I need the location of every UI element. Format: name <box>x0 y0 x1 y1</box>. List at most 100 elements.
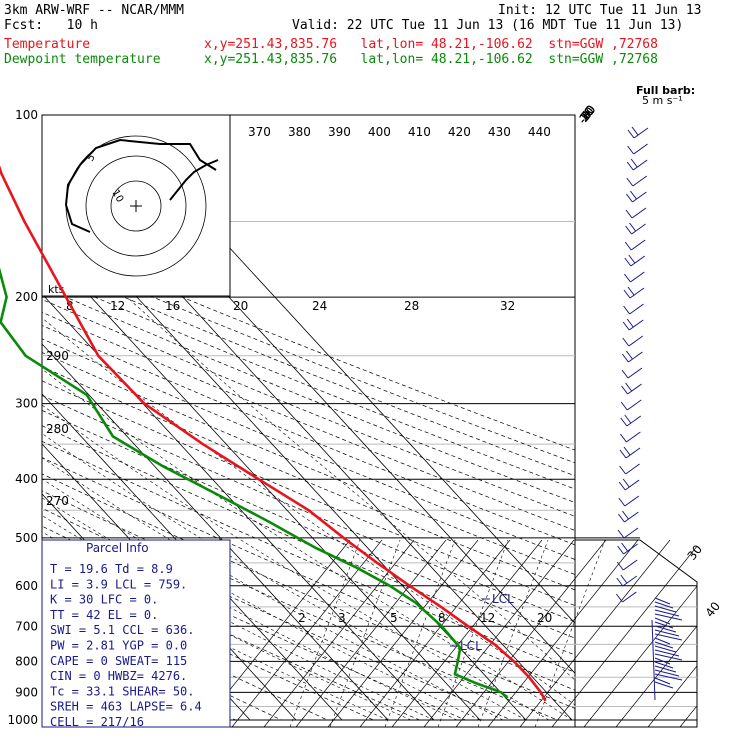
hodograph-speed-label: 32 <box>500 299 515 313</box>
wind-barb-flag <box>616 593 623 603</box>
wind-barb <box>624 479 640 491</box>
wind-barb <box>624 511 639 523</box>
wind-barb-flag <box>627 129 635 139</box>
temperature-legend: Temperature <box>4 37 91 52</box>
wind-barb <box>628 319 644 331</box>
wind-barb-flag <box>617 545 624 555</box>
wind-barb-flag <box>622 321 630 331</box>
mixing-ratio-line <box>477 540 549 727</box>
wind-barb-flag <box>622 353 629 363</box>
theta-label: 390 <box>328 125 351 139</box>
dry-adiabat <box>42 490 558 721</box>
parcel-row: K = 30 LFC = 0. <box>50 593 158 607</box>
barb-legend-units: 5 m s⁻¹ <box>642 94 683 107</box>
lcl-label: LCL <box>492 592 514 606</box>
wind-barb-flag <box>630 190 637 200</box>
lower-grid-line <box>359 540 511 727</box>
wind-barb <box>654 657 671 665</box>
mixing-ratio-label: 8 <box>438 611 446 625</box>
parcel-title: Parcel Info <box>86 541 149 555</box>
lower-grid-line <box>391 540 543 727</box>
isotherm-label: 30 <box>685 542 705 563</box>
parcel-row: T = 19.6 Td = 8.9 <box>50 562 173 576</box>
wind-barb-flag <box>622 478 630 488</box>
pressure-label: 900 <box>15 685 38 699</box>
moist-adiabat <box>42 433 527 721</box>
wind-barb-flag <box>622 337 630 347</box>
wind-barb <box>631 207 647 219</box>
wind-barb <box>628 335 644 347</box>
isotherm-line <box>42 243 481 721</box>
parcel-row: CAPE = 0 SWEAT= 115 <box>50 654 187 668</box>
mixing-ratio-label: 12 <box>480 611 495 625</box>
wind-barb-flag <box>616 561 624 571</box>
wind-barb <box>622 591 637 603</box>
wind-barb-flag <box>626 318 634 328</box>
wind-barb-flag <box>619 465 626 475</box>
parcel-rows: T = 19.6 Td = 8.9LI = 3.9 LCL = 759. K = … <box>50 562 202 729</box>
wind-barbs: Full barb:5 m s⁻¹ <box>616 84 695 701</box>
pressure-label: 600 <box>15 579 38 593</box>
dry-adiabat <box>42 352 575 575</box>
wind-barb-flag <box>618 497 626 507</box>
wind-barb <box>654 673 683 681</box>
wind-barb <box>627 367 643 379</box>
wind-barb-flag <box>616 577 624 587</box>
wind-barb-flag <box>628 254 636 264</box>
wind-barb <box>633 143 648 155</box>
wind-barb <box>623 543 638 555</box>
theta-label: 420 <box>448 125 471 139</box>
lower-grid-line <box>455 540 607 727</box>
dry-adiabat <box>42 457 575 691</box>
hodograph-ring-label: 5 <box>85 152 98 163</box>
mixing-ratio-label: 5 <box>390 611 398 625</box>
wind-barb <box>631 223 646 235</box>
wind-barb-flag <box>629 222 636 232</box>
lower-extended-grid <box>199 540 697 727</box>
wind-barb <box>629 303 644 315</box>
wind-barb <box>627 383 642 395</box>
wind-barb <box>626 399 642 411</box>
wind-barb <box>625 463 640 475</box>
lower-theta-label: 280 <box>46 422 69 436</box>
dewpoint-profile <box>0 267 509 700</box>
theta-label: 410 <box>408 125 431 139</box>
model-title: 3km ARW-WRF -- NCAR/MMM <box>4 3 185 18</box>
theta-label: 370 <box>248 125 271 139</box>
wind-barb-flag <box>625 225 632 235</box>
hodograph-speed-label: 24 <box>312 299 327 313</box>
wind-barb <box>654 653 683 661</box>
hodograph-speed-label: 20 <box>233 299 248 313</box>
wind-barb <box>632 175 648 187</box>
wind-barb <box>654 681 674 689</box>
parcel-row: CELL = 217/16 <box>50 715 144 729</box>
wind-barb-flag <box>617 529 625 539</box>
barb-legend-title: Full barb: <box>636 84 695 97</box>
lower-grid-line <box>423 540 575 727</box>
dry-adiabat <box>42 325 575 546</box>
wind-barb <box>654 633 683 641</box>
wind-barb-flag <box>630 158 638 168</box>
lower-grid-line <box>615 625 697 727</box>
wind-barb <box>623 527 639 539</box>
pressure-label: 800 <box>15 654 38 668</box>
lower-grid-line <box>519 540 671 727</box>
wind-barb-staff <box>651 619 656 701</box>
dry-adiabat <box>42 563 374 721</box>
pressure-label: 300 <box>15 397 38 411</box>
pressure-label: 1000 <box>7 713 38 727</box>
isotherm-label: 40 <box>703 599 723 620</box>
pressure-label: 200 <box>15 290 38 304</box>
parcel-row: SREH = 463 LAPSE= 6.4 <box>50 700 202 714</box>
wind-barb <box>633 127 649 139</box>
wind-barb-flag <box>620 417 628 427</box>
hodograph-trace <box>64 138 219 233</box>
mixing-ratio-label: 2 <box>298 611 306 625</box>
lower-theta-label: 290 <box>46 349 69 363</box>
hodograph-speed-label: 16 <box>165 299 180 313</box>
theta-label: 440 <box>528 125 551 139</box>
mixing-ratio-label: 20 <box>537 611 552 625</box>
lower-grid-line <box>263 540 415 727</box>
wind-barb <box>654 625 677 633</box>
axis-labels: 1002003004005006007008009001000-80-70-60… <box>7 103 723 727</box>
